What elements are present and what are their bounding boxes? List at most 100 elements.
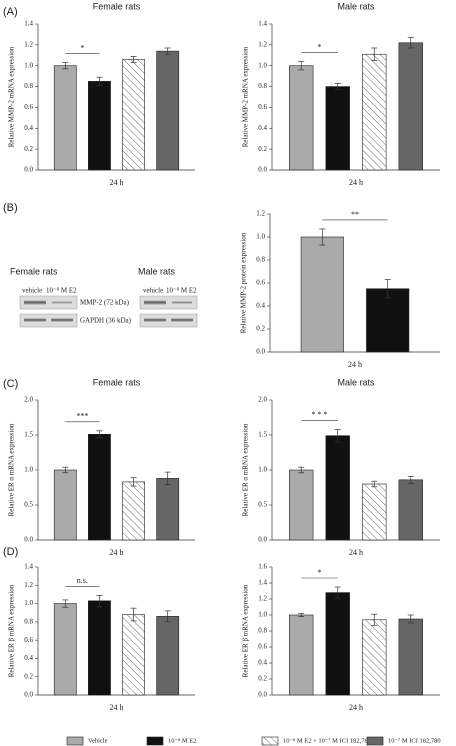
y-tick-label: 1.6	[258, 563, 267, 571]
significance-label: **	[351, 210, 359, 219]
x-axis-label: 24 h	[110, 178, 124, 187]
legend-swatch	[261, 736, 279, 746]
error-bar	[371, 480, 378, 488]
y-tick-label: 1.4	[24, 20, 33, 28]
y-tick-label: 0.6	[256, 279, 265, 287]
bar	[325, 435, 350, 541]
y-tick-label: 0.2	[258, 145, 267, 153]
y-tick-label: 0.4	[24, 654, 33, 662]
error-bar	[164, 47, 171, 55]
y-tick-label: 0.4	[256, 302, 265, 310]
significance-label: *	[80, 43, 84, 52]
error-bar	[334, 586, 341, 599]
error-bar	[62, 599, 69, 608]
blot-strip	[19, 313, 78, 328]
legend-label: 10⁻⁸ M E2 + 10⁻⁷ M ICI 182,780	[283, 737, 371, 744]
y-axis-label: Relative ER α mRNA expression	[8, 423, 16, 516]
bar	[88, 600, 111, 696]
x-axis-label: 24 h	[348, 360, 362, 369]
bar	[362, 53, 387, 171]
blot-strip	[139, 313, 198, 328]
error-bar	[298, 466, 305, 474]
y-tick-label: 1.2	[258, 595, 267, 603]
y-tick-label: 0.2	[24, 672, 33, 680]
legend-label: 10⁻⁷ M ICI 182,780	[388, 737, 441, 744]
blot-strip	[19, 295, 78, 310]
significance-label: *	[317, 42, 321, 51]
y-tick-label: 0.8	[258, 627, 267, 635]
y-axis-label: Relative MMP-2 mRNA expression	[242, 46, 250, 147]
bar	[398, 618, 423, 696]
error-bar	[96, 430, 103, 439]
y-tick-label: 0.0	[24, 166, 33, 174]
y-tick-label: 0.8	[256, 256, 265, 264]
y-tick-label: 1.0	[258, 466, 267, 474]
y-tick-label: 0.6	[24, 636, 33, 644]
blot-band	[24, 318, 46, 322]
y-tick-label: 0.2	[24, 145, 33, 153]
error-bar	[130, 477, 137, 487]
significance-label: n.s.	[77, 576, 88, 585]
error-bar	[334, 429, 341, 443]
bar	[366, 288, 410, 353]
bar	[398, 42, 423, 171]
y-tick-label: 0.0	[258, 166, 267, 174]
band-label: GAPDH (36 kDa)	[80, 317, 132, 325]
blot-title: Male rats	[138, 266, 176, 276]
y-tick-label: 1.0	[256, 233, 265, 241]
y-tick-label: 0.0	[258, 691, 267, 699]
y-tick-label: 2.0	[24, 396, 33, 404]
error-bar	[130, 607, 137, 622]
y-axis-label: Relative ER β mRNA expression	[242, 584, 250, 677]
blot-band	[172, 301, 192, 304]
bar	[122, 59, 145, 171]
y-tick-label: 1.2	[24, 40, 33, 48]
bar	[53, 469, 77, 541]
bar	[88, 81, 111, 171]
blot-strip	[139, 295, 198, 310]
x-axis-label: 24 h	[349, 548, 363, 557]
y-tick-label: 0.8	[24, 617, 33, 625]
lane-label: 10⁻⁸ M E2	[46, 287, 77, 295]
error-bar	[298, 61, 305, 71]
error-bar	[319, 228, 326, 246]
panel-label: (A)	[3, 6, 18, 18]
lane-label: 10⁻⁸ M E2	[166, 287, 197, 295]
legend-label: 10⁻⁸ M E2	[168, 737, 196, 744]
y-tick-label: 1.4	[24, 563, 33, 571]
y-tick-label: 1.0	[258, 611, 267, 619]
y-axis-label: Relative ER α mRNA expression	[242, 423, 250, 516]
y-tick-label: 1.0	[258, 61, 267, 69]
chart-title: Male rats	[337, 377, 375, 387]
legend-swatch	[66, 736, 84, 746]
y-tick-label: 0.0	[24, 691, 33, 699]
bar	[300, 236, 344, 353]
y-tick-label: 0.0	[256, 348, 265, 356]
y-tick-label: 0.6	[258, 643, 267, 651]
chart-title: Female rats	[93, 377, 141, 387]
y-tick-label: 0.8	[258, 82, 267, 90]
error-bar	[164, 610, 171, 623]
y-tick-label: 0.6	[258, 103, 267, 111]
chart-title: Male rats	[337, 1, 375, 11]
bar	[122, 481, 145, 541]
error-bar	[164, 471, 171, 486]
western-blot: Female rats Male rats vehicle 10⁻⁸ M E2 …	[10, 266, 198, 328]
error-bar	[96, 76, 103, 86]
bar	[325, 86, 350, 171]
error-bar	[407, 614, 414, 624]
legend-label: Vehicle	[88, 737, 108, 744]
error-bar	[130, 55, 137, 63]
y-tick-label: 0.5	[258, 501, 267, 509]
y-tick-label: 0.2	[256, 325, 265, 333]
y-tick-label: 0.0	[24, 536, 33, 544]
bar	[362, 619, 387, 696]
y-tick-label: 1.2	[24, 581, 33, 589]
y-tick-label: 1.5	[258, 431, 267, 439]
significance-label: ***	[76, 412, 88, 421]
bar	[398, 479, 423, 541]
y-tick-label: 0.4	[24, 124, 33, 132]
y-tick-label: 0.5	[24, 501, 33, 509]
lane-label: vehicle	[22, 287, 42, 295]
